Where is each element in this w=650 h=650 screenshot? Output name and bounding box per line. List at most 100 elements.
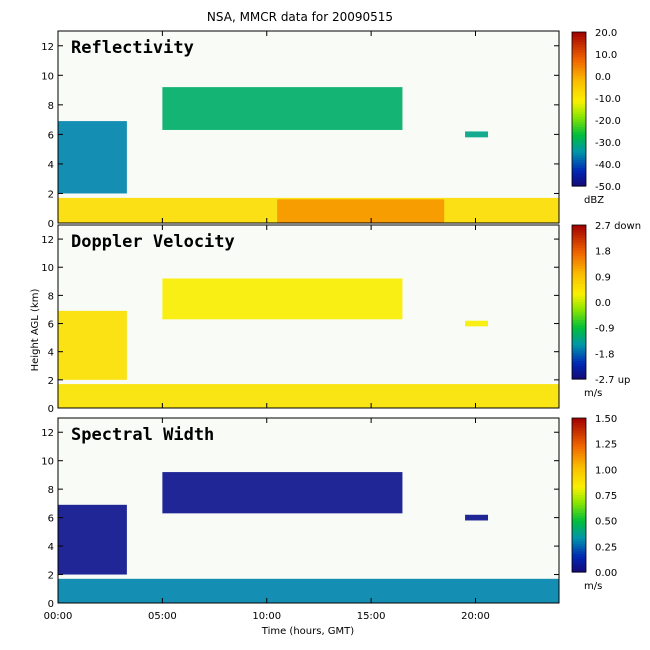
colorbar-cell xyxy=(572,337,586,342)
colorbar-cell xyxy=(572,512,586,517)
colorbar-cell xyxy=(572,88,586,92)
colorbar-cell xyxy=(572,273,586,277)
colorbar-cell xyxy=(572,304,586,308)
colorbar-cell xyxy=(572,114,586,118)
colorbar-cell xyxy=(572,160,586,164)
colorbar-cell xyxy=(572,518,586,522)
colorbar-cell xyxy=(572,368,586,372)
colorbar-cell xyxy=(572,420,586,424)
y-tick-label: 12 xyxy=(41,235,54,246)
colorbar-cell xyxy=(572,242,586,247)
x-tick-label: 00:00 xyxy=(44,611,73,622)
colorbar-cell xyxy=(572,453,586,458)
colorbar-tick-label: -0.9 xyxy=(595,324,615,335)
colorbar-cell xyxy=(572,137,586,141)
colorbar-cell xyxy=(572,495,586,499)
colorbar-cell xyxy=(572,556,586,560)
colorbar-cell xyxy=(572,147,586,151)
colorbar-cell xyxy=(572,523,586,527)
colorbar-cell xyxy=(572,70,586,74)
colorbar-cell xyxy=(572,546,586,550)
colorbar-cell xyxy=(572,373,586,378)
colorbar-cell xyxy=(572,65,586,69)
panel-label: Doppler Velocity xyxy=(71,232,235,252)
colorbar-cell xyxy=(572,271,586,275)
colorbar-tick-label: 1.00 xyxy=(595,465,617,476)
plot-frame xyxy=(57,224,560,409)
colorbar-tick-label: 0.9 xyxy=(595,272,611,283)
y-tick-label: 4 xyxy=(48,542,54,553)
colorbar-tick-label: 20.0 xyxy=(595,28,617,39)
panel-label: Spectral Width xyxy=(71,425,214,445)
colorbar-unit: dBZ xyxy=(584,195,604,206)
colorbar-cell xyxy=(572,433,586,437)
colorbar-cell xyxy=(572,371,586,375)
colorbar-cell xyxy=(572,307,586,311)
figure-title: NSA, MMCR data for 20090515 xyxy=(207,10,393,24)
y-tick-label: 6 xyxy=(48,320,54,331)
panel-1: 0 2 4 6 8 10 12 Doppler Velocity 2.7 down 1.8 0.9 0… xyxy=(41,221,641,415)
data-layer xyxy=(162,472,403,514)
colorbar-cell xyxy=(572,255,586,259)
colorbar-cell xyxy=(572,286,586,290)
colorbar-cell xyxy=(572,487,586,491)
colorbar-cell xyxy=(572,350,586,354)
x-tick-label: 05:00 xyxy=(148,611,177,622)
y-tick-label: 4 xyxy=(48,348,54,359)
colorbar-cell xyxy=(572,225,586,229)
colorbar-cell xyxy=(572,157,586,161)
colorbar-cell xyxy=(572,67,586,72)
colorbar-cell xyxy=(572,96,586,100)
colorbar-cell xyxy=(572,116,586,120)
colorbar-cell xyxy=(572,49,586,54)
colorbar-cell xyxy=(572,296,586,301)
colorbar-cell xyxy=(572,548,586,553)
colorbar-cell xyxy=(572,319,586,324)
colorbar-cell xyxy=(572,291,586,295)
colorbar-cell xyxy=(572,418,586,422)
colorbar-tick-label: -10.0 xyxy=(595,94,621,105)
panel-0: 0 2 4 6 8 10 12 Reflectivity 20.0 10.0 0.0 -10.0 -20… xyxy=(41,28,621,230)
colorbar-cell xyxy=(572,93,586,97)
colorbar-cell xyxy=(572,525,586,529)
colorbar-cell xyxy=(572,564,586,568)
data-layer xyxy=(58,504,127,575)
colorbar-cell xyxy=(572,446,586,450)
y-tick-label: 12 xyxy=(41,42,54,53)
colorbar-cell xyxy=(572,330,586,334)
colorbar-tick-label: -2.7 up xyxy=(595,375,630,386)
colorbar-cell xyxy=(572,284,586,288)
colorbar-cell xyxy=(572,227,586,231)
data-layer xyxy=(465,131,489,138)
colorbar-frame xyxy=(571,224,587,380)
colorbar-cell xyxy=(572,266,586,270)
colorbar-cell xyxy=(572,85,586,90)
colorbar-cell xyxy=(572,98,586,102)
colorbar-cell xyxy=(572,435,586,440)
colorbar-cell xyxy=(572,126,586,131)
colorbar-cell xyxy=(572,340,586,344)
colorbar-cell xyxy=(572,559,586,563)
x-tick-label: 20:00 xyxy=(461,611,490,622)
colorbar-cell xyxy=(572,466,586,470)
colorbar-cell xyxy=(572,474,586,478)
colorbar-cell xyxy=(572,42,586,46)
colorbar-cell xyxy=(572,538,586,542)
colorbar-cell xyxy=(572,101,586,105)
colorbar-cell xyxy=(572,168,586,172)
y-tick-label: 6 xyxy=(48,514,54,525)
data-layer xyxy=(58,310,127,380)
data-layer xyxy=(277,199,445,223)
x-axis-label: Time (hours, GMT) xyxy=(261,626,355,637)
colorbar-cell xyxy=(572,44,586,48)
y-tick-label: 0 xyxy=(48,404,54,415)
colorbar-cell xyxy=(572,248,586,252)
colorbar-cell xyxy=(572,325,586,329)
colorbar-cell xyxy=(572,358,586,362)
colorbar-cell xyxy=(572,162,586,167)
colorbar-cell xyxy=(572,353,586,357)
colorbar-cell xyxy=(572,268,586,272)
colorbar-cell xyxy=(572,530,586,535)
colorbar-cell xyxy=(572,327,586,331)
colorbar-cell xyxy=(572,121,586,125)
